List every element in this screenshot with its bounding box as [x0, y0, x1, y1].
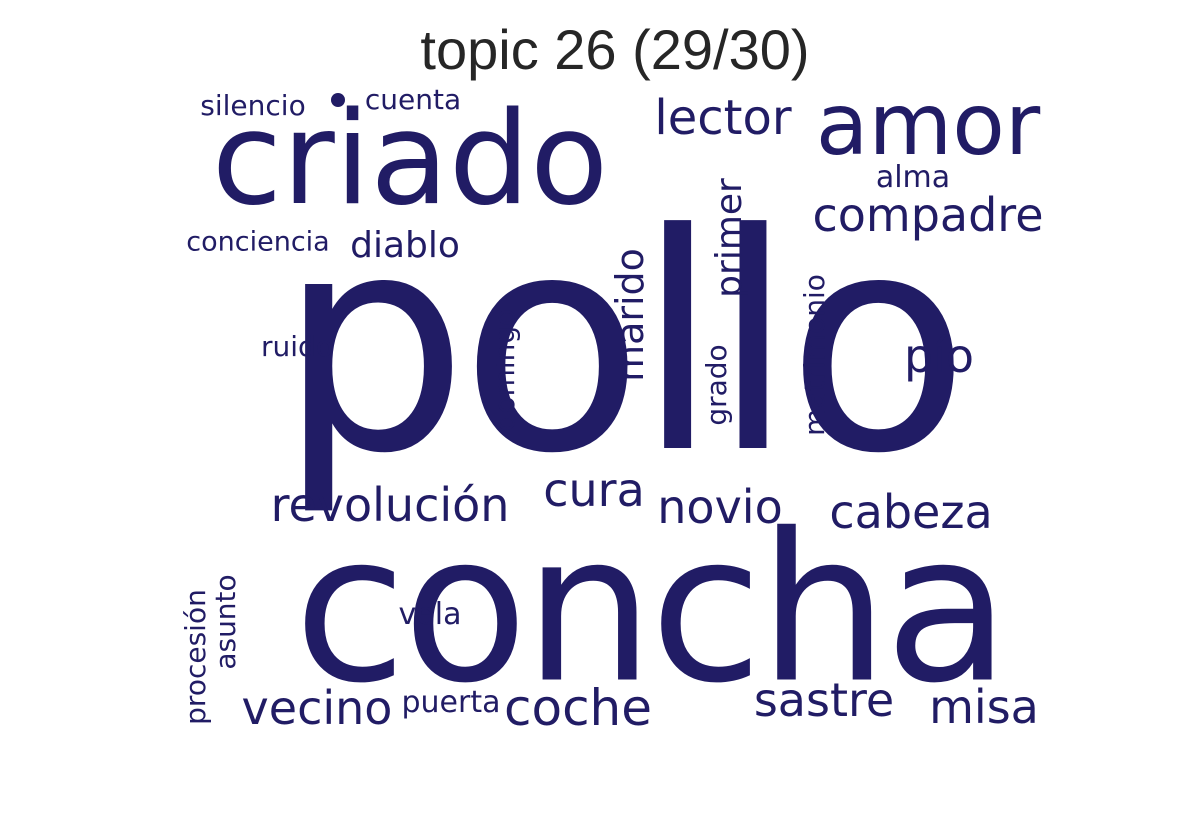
- word-alma: alma: [875, 160, 951, 195]
- word-vecino: vecino: [241, 681, 393, 735]
- word-asunto: asunto: [209, 574, 242, 670]
- word-pio: pío: [903, 329, 975, 383]
- word-amor: amor: [815, 75, 1041, 175]
- word-ruido: ruido: [261, 330, 333, 363]
- word-concha: concha: [293, 490, 1010, 729]
- word-puerta: puerta: [401, 685, 501, 720]
- bullet-dot: [331, 93, 345, 107]
- word-coche: coche: [503, 679, 653, 737]
- word-revolucion: revolución: [270, 478, 510, 532]
- word-pollo: pollo: [277, 170, 970, 519]
- word-silencio: silencio: [200, 89, 306, 122]
- word-primer: primer: [709, 178, 750, 298]
- word-criado: criado: [211, 85, 609, 234]
- word-compadre: compadre: [812, 188, 1044, 242]
- word-vela: vela: [398, 597, 462, 632]
- word-marido: marido: [608, 248, 652, 382]
- word-diablo: diablo: [350, 225, 460, 266]
- word-cabeza: cabeza: [829, 485, 993, 539]
- word-grado: grado: [700, 344, 733, 426]
- word-lector: lector: [654, 90, 792, 146]
- word-sastre: sastre: [753, 673, 895, 727]
- word-cura: cura: [543, 463, 645, 517]
- word-cuenta: cuenta: [364, 83, 462, 116]
- page-title: topic 26 (29/30): [420, 18, 810, 81]
- word-novio: novio: [657, 480, 783, 534]
- word-misa: misa: [929, 680, 1039, 734]
- word-domingo: domingo: [488, 308, 521, 432]
- word-procesion: procesión: [179, 589, 212, 725]
- word-conciencia: conciencia: [186, 226, 330, 258]
- word-matrimonio: matrimonio: [798, 274, 831, 436]
